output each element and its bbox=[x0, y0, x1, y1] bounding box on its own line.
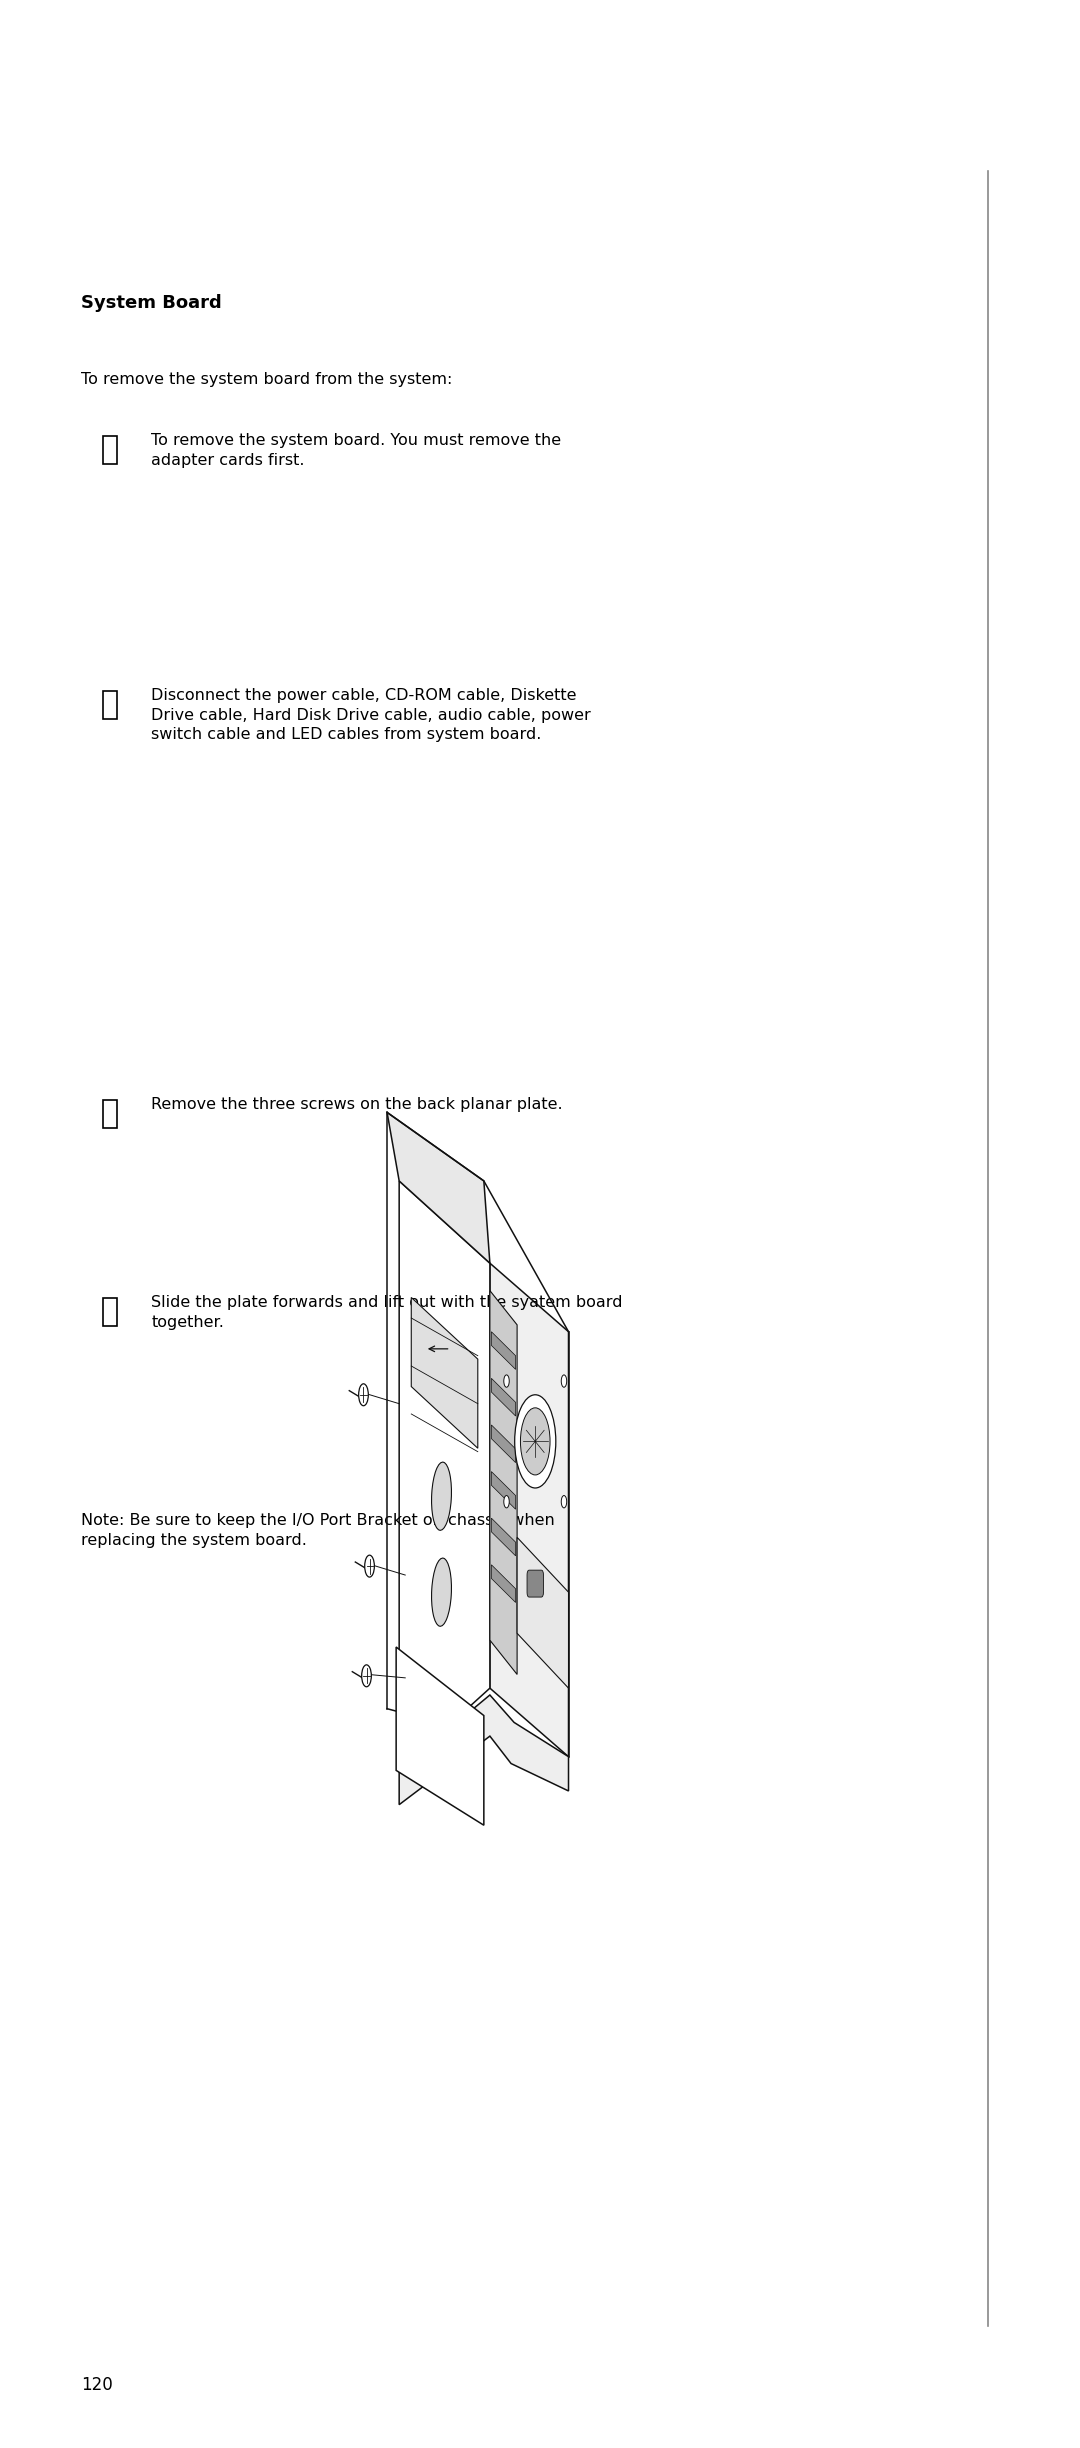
Polygon shape bbox=[400, 1694, 568, 1804]
Polygon shape bbox=[396, 1648, 484, 1826]
Polygon shape bbox=[411, 1297, 477, 1449]
FancyBboxPatch shape bbox=[103, 1099, 117, 1129]
Text: 120: 120 bbox=[81, 2377, 112, 2394]
FancyBboxPatch shape bbox=[103, 1297, 117, 1327]
Circle shape bbox=[365, 1554, 375, 1577]
Text: System Board: System Board bbox=[81, 294, 221, 311]
FancyBboxPatch shape bbox=[527, 1569, 543, 1596]
Polygon shape bbox=[491, 1471, 515, 1510]
Polygon shape bbox=[491, 1425, 515, 1461]
Polygon shape bbox=[517, 1537, 568, 1689]
Circle shape bbox=[521, 1408, 550, 1476]
Text: Remove the three screws on the back planar plate.: Remove the three screws on the back plan… bbox=[151, 1097, 563, 1111]
FancyBboxPatch shape bbox=[103, 436, 117, 465]
Text: To remove the system board. You must remove the
adapter cards first.: To remove the system board. You must rem… bbox=[151, 433, 562, 468]
FancyBboxPatch shape bbox=[103, 690, 117, 720]
Polygon shape bbox=[491, 1332, 515, 1368]
Ellipse shape bbox=[432, 1461, 451, 1530]
Polygon shape bbox=[491, 1518, 515, 1557]
Text: Disconnect the power cable, CD-ROM cable, Diskette
Drive cable, Hard Disk Drive : Disconnect the power cable, CD-ROM cable… bbox=[151, 688, 591, 742]
Circle shape bbox=[562, 1376, 567, 1388]
Circle shape bbox=[362, 1665, 372, 1687]
Polygon shape bbox=[491, 1378, 515, 1415]
Polygon shape bbox=[490, 1263, 568, 1758]
Text: Slide the plate forwards and lift out with the syatem board
together.: Slide the plate forwards and lift out wi… bbox=[151, 1295, 623, 1329]
Circle shape bbox=[359, 1383, 368, 1405]
Circle shape bbox=[503, 1376, 510, 1388]
Circle shape bbox=[515, 1395, 556, 1488]
Polygon shape bbox=[491, 1564, 515, 1603]
Ellipse shape bbox=[432, 1557, 451, 1625]
Polygon shape bbox=[400, 1180, 490, 1770]
Circle shape bbox=[562, 1496, 567, 1508]
Polygon shape bbox=[387, 1111, 490, 1263]
Polygon shape bbox=[490, 1290, 517, 1674]
Circle shape bbox=[503, 1496, 510, 1508]
Text: Note: Be sure to keep the I/O Port Bracket on chassis when
replacing the system : Note: Be sure to keep the I/O Port Brack… bbox=[81, 1513, 555, 1547]
Text: To remove the system board from the system:: To remove the system board from the syst… bbox=[81, 372, 453, 387]
